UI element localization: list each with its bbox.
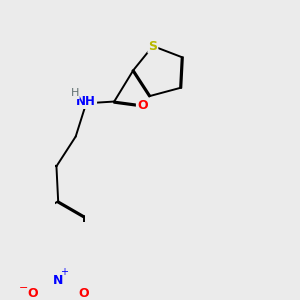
Text: N: N <box>53 274 63 286</box>
Text: O: O <box>78 287 89 300</box>
Text: S: S <box>148 40 158 52</box>
Text: O: O <box>137 98 148 112</box>
Text: NH: NH <box>76 95 96 108</box>
Text: +: + <box>61 267 68 278</box>
Text: H: H <box>71 88 79 98</box>
Text: O: O <box>28 287 38 300</box>
Text: −: − <box>19 283 28 293</box>
